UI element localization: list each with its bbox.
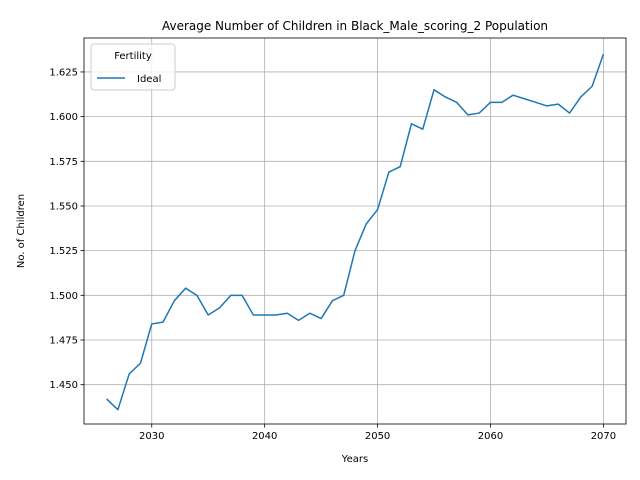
x-tick-label: 2030 [139, 431, 164, 442]
x-tick-label: 2050 [365, 431, 390, 442]
y-tick-label: 1.525 [49, 246, 78, 257]
x-tick-label: 2070 [591, 431, 616, 442]
y-tick-label: 1.450 [49, 380, 78, 391]
x-axis-label: Years [341, 454, 368, 465]
chart-title: Average Number of Children in Black_Male… [162, 19, 548, 33]
y-tick-label: 1.600 [49, 112, 78, 123]
y-axis-label: No. of Children [16, 194, 27, 268]
y-tick-label: 1.475 [49, 336, 78, 347]
plot-frame [83, 37, 627, 425]
grid-lines [84, 38, 626, 424]
y-tick-label: 1.625 [49, 67, 78, 78]
x-tick-label: 2060 [478, 431, 503, 442]
x-tick-label: 2040 [252, 431, 277, 442]
plot-area [106, 53, 605, 411]
y-axis: 1.450 1.475 1.500 1.525 1.550 1.575 1.600 1.625 [49, 67, 84, 391]
legend: Fertility Ideal [90, 43, 176, 91]
legend-label: Ideal [137, 74, 161, 85]
y-tick-label: 1.575 [49, 157, 78, 168]
series-line-ideal [106, 53, 605, 411]
y-tick-label: 1.550 [49, 201, 78, 212]
x-axis: 2030 2040 2050 2060 2070 [139, 424, 616, 442]
y-tick-label: 1.500 [49, 291, 78, 302]
legend-title: Fertility [114, 51, 152, 62]
